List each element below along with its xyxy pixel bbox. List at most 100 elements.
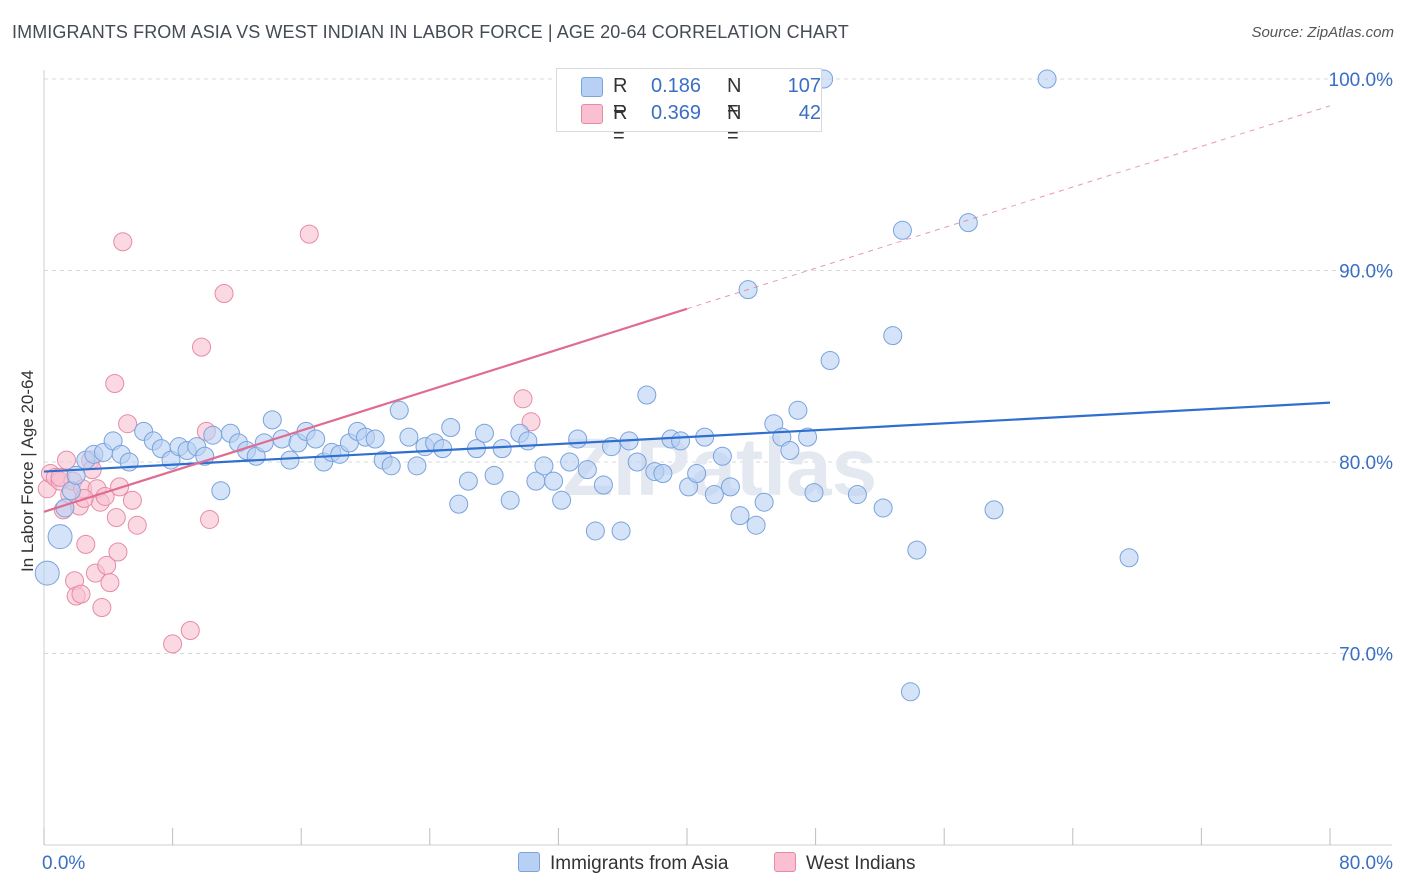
point-westindian — [100, 573, 120, 593]
bottom-legend-label-asia: Immigrants from Asia — [550, 853, 729, 874]
point-asia — [820, 351, 840, 371]
point-asia — [892, 220, 912, 240]
point-asia — [958, 213, 978, 233]
point-asia — [306, 429, 326, 449]
legend-r-label: R = — [613, 102, 628, 147]
point-westindian — [106, 508, 126, 528]
point-westindian — [76, 534, 96, 554]
point-asia — [788, 400, 808, 420]
point-asia — [900, 682, 920, 702]
trend-line-asia — [43, 401, 1331, 473]
point-westindian — [105, 373, 125, 393]
point-asia — [754, 492, 774, 512]
point-westindian — [200, 509, 220, 529]
point-asia — [280, 450, 300, 470]
trend-line-westindian — [43, 307, 688, 513]
point-asia — [585, 521, 605, 541]
point-asia — [34, 560, 60, 586]
point-asia — [653, 463, 673, 483]
point-asia — [458, 471, 478, 491]
point-asia — [907, 540, 927, 560]
point-asia — [730, 506, 750, 526]
x-tick-label: 80.0% — [1339, 853, 1393, 874]
point-asia — [687, 463, 707, 483]
point-asia — [399, 427, 419, 447]
point-asia — [441, 418, 461, 438]
chart-source: Source: ZipAtlas.com — [1251, 24, 1394, 41]
point-asia — [389, 400, 409, 420]
legend-n-value: 107 — [787, 75, 821, 97]
point-westindian — [521, 412, 541, 432]
point-asia — [704, 485, 724, 505]
point-asia — [798, 427, 818, 447]
point-asia — [804, 483, 824, 503]
point-asia — [381, 456, 401, 476]
y-tick-label: 90.0% — [1339, 262, 1393, 283]
legend-r-value: 0.186 — [651, 75, 702, 97]
bottom-legend-westindian[interactable]: West Indians — [774, 852, 915, 875]
trend-line-westindian-extension — [686, 105, 1331, 310]
point-asia — [47, 524, 73, 550]
stats-legend: R = 0.186 N = 107 R = 0.369 N = 42 — [556, 68, 822, 147]
point-asia — [593, 475, 613, 495]
chart-title: IMMIGRANTS FROM ASIA VS WEST INDIAN IN L… — [12, 22, 849, 42]
legend-r-label: R = — [613, 75, 628, 120]
point-westindian — [180, 621, 200, 641]
point-asia — [712, 446, 732, 466]
point-asia — [611, 521, 631, 541]
legend-n-label: N = — [727, 75, 742, 120]
legend-n-label: N = — [727, 102, 742, 147]
point-asia — [500, 490, 520, 510]
point-westindian — [163, 634, 183, 654]
point-westindian — [71, 584, 91, 604]
point-asia — [262, 410, 282, 430]
point-westindian — [113, 232, 133, 252]
point-westindian — [127, 515, 147, 535]
legend-swatch-westindian — [581, 104, 603, 124]
point-asia — [407, 456, 427, 476]
point-asia — [720, 477, 740, 497]
legend-n-value: 42 — [798, 102, 821, 124]
point-asia — [433, 439, 453, 459]
point-asia — [1037, 69, 1057, 89]
y-axis-label: In Labor Force | Age 20-64 — [18, 370, 37, 572]
y-tick-label: 70.0% — [1339, 645, 1393, 666]
point-westindian — [92, 598, 112, 618]
point-asia — [518, 431, 538, 451]
point-westindian — [192, 337, 212, 357]
point-asia — [544, 471, 564, 491]
point-asia — [780, 441, 800, 461]
point-asia — [365, 429, 385, 449]
point-westindian — [214, 283, 234, 303]
point-westindian — [299, 224, 319, 244]
legend-r-value: 0.369 — [651, 102, 702, 124]
point-westindian — [108, 542, 128, 562]
point-asia — [984, 500, 1004, 520]
bottom-legend-swatch-asia — [518, 852, 540, 872]
point-asia — [211, 481, 231, 501]
x-tick-label: 0.0% — [42, 853, 85, 874]
point-westindian — [122, 490, 142, 510]
legend-swatch-asia — [581, 77, 603, 97]
point-asia — [534, 456, 554, 476]
point-asia — [1119, 548, 1139, 568]
bottom-legend-label-westindian: West Indians — [806, 853, 916, 874]
bottom-legend-swatch-westindian — [774, 852, 796, 872]
point-asia — [637, 385, 657, 405]
point-asia — [883, 326, 903, 346]
point-asia — [449, 494, 469, 514]
point-westindian — [513, 389, 533, 409]
point-westindian — [57, 450, 77, 470]
y-tick-label: 100.0% — [1329, 70, 1394, 91]
point-asia — [627, 452, 647, 472]
point-asia — [746, 515, 766, 535]
point-asia — [577, 460, 597, 480]
y-tick-label: 80.0% — [1339, 453, 1393, 474]
point-westindian — [118, 414, 138, 434]
point-asia — [203, 425, 223, 445]
point-asia — [671, 431, 691, 451]
point-asia — [484, 465, 504, 485]
point-asia — [873, 498, 893, 518]
bottom-legend-asia[interactable]: Immigrants from Asia — [518, 852, 728, 875]
